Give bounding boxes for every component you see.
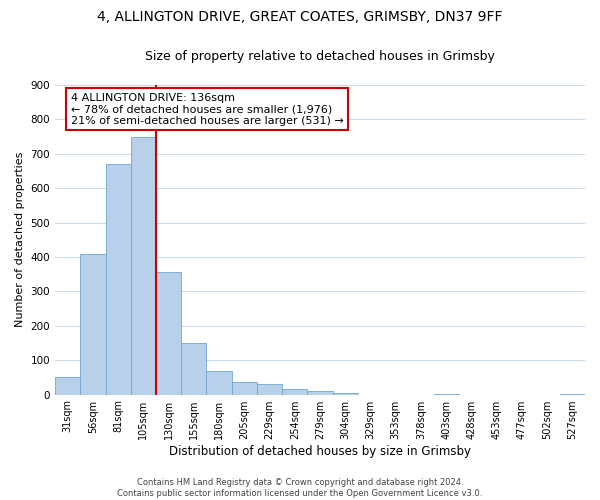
Bar bbox=[80, 254, 106, 394]
Title: Size of property relative to detached houses in Grimsby: Size of property relative to detached ho… bbox=[145, 50, 495, 63]
Text: Contains HM Land Registry data © Crown copyright and database right 2024.
Contai: Contains HM Land Registry data © Crown c… bbox=[118, 478, 482, 498]
Bar bbox=[332, 393, 358, 394]
Bar bbox=[131, 136, 156, 394]
Bar bbox=[282, 388, 307, 394]
X-axis label: Distribution of detached houses by size in Grimsby: Distribution of detached houses by size … bbox=[169, 444, 471, 458]
Text: 4 ALLINGTON DRIVE: 136sqm
← 78% of detached houses are smaller (1,976)
21% of se: 4 ALLINGTON DRIVE: 136sqm ← 78% of detac… bbox=[71, 92, 344, 126]
Y-axis label: Number of detached properties: Number of detached properties bbox=[15, 152, 25, 328]
Bar bbox=[307, 391, 332, 394]
Text: 4, ALLINGTON DRIVE, GREAT COATES, GRIMSBY, DN37 9FF: 4, ALLINGTON DRIVE, GREAT COATES, GRIMSB… bbox=[97, 10, 503, 24]
Bar bbox=[156, 272, 181, 394]
Bar bbox=[181, 343, 206, 394]
Bar bbox=[257, 384, 282, 394]
Bar bbox=[232, 382, 257, 394]
Bar bbox=[106, 164, 131, 394]
Bar bbox=[206, 370, 232, 394]
Bar bbox=[55, 378, 80, 394]
